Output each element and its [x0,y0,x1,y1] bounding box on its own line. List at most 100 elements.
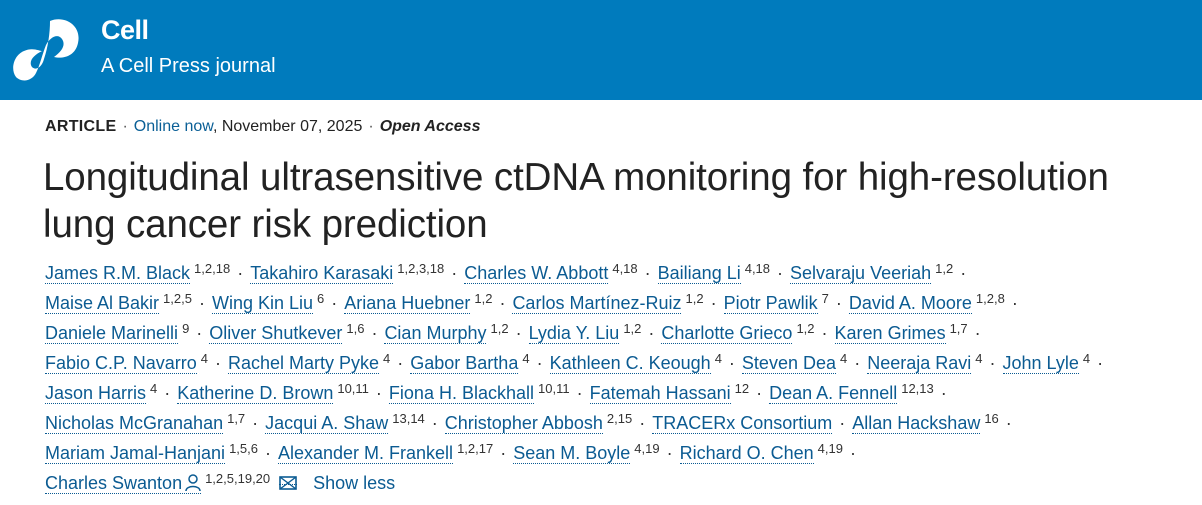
author-link[interactable]: John Lyle [1002,353,1079,374]
author-separator: · [397,353,404,373]
author-link[interactable]: Fiona H. Blackhall [388,383,534,404]
author-separator: · [728,353,735,373]
author-link[interactable]: Katherine D. Brown [177,383,334,404]
affiliation-numbers[interactable]: 4 [522,351,530,366]
author-link[interactable]: Ariana Huebner [344,293,471,314]
author-separator: · [756,383,763,403]
author-link[interactable]: Piotr Pawlik [723,293,818,314]
affiliation-numbers[interactable]: 4 [839,351,848,366]
affiliation-numbers[interactable]: 1,2,3,18 [397,261,445,276]
author-link[interactable]: Rachel Marty Pyke [227,353,380,374]
author-link[interactable]: Selvaraju Veeriah [790,263,932,284]
author-link[interactable]: Dean A. Fennell [769,383,898,404]
author-link[interactable]: Kathleen C. Keough [549,353,711,374]
author-separator: · [196,323,203,343]
author-row: James R.M. Black 1,2,18 · Takahiro Karasaki… [45,259,1110,289]
author-link[interactable]: Gabor Bartha [410,353,519,374]
author-link[interactable]: Nicholas McGranahan [45,413,224,434]
affiliation-numbers[interactable]: 1,2,17 [457,441,494,456]
author-link[interactable]: Cian Murphy [384,323,487,344]
author-link[interactable]: Daniele Marinelli [45,323,179,344]
author-link[interactable]: Neeraja Ravi [867,353,972,374]
affiliation-numbers[interactable]: 4,19 [634,441,660,456]
author-link[interactable]: Richard O. Chen [679,443,814,464]
affiliation-numbers[interactable]: 1,2 [490,321,509,336]
corresponding-author-name: Charles Swanton [45,473,183,493]
author-link[interactable]: Fabio C.P. Navarro [45,353,197,374]
author-separator: · [371,323,378,343]
author-link[interactable]: Alexander M. Frankell [277,443,454,464]
envelope-icon[interactable] [279,470,298,490]
author-link[interactable]: Karen Grimes [834,323,946,344]
author-link[interactable]: Wing Kin Liu [211,293,314,314]
author-link[interactable]: Steven Dea [741,353,836,374]
affiliation-numbers[interactable]: 1,2 [623,321,642,336]
author-link[interactable]: Lydia Y. Liu [528,323,620,344]
affiliation-numbers[interactable]: 1,2 [685,291,704,306]
affiliation-numbers[interactable]: 4,18 [744,261,771,276]
affiliation-numbers[interactable]: 7 [821,291,829,306]
author-separator: · [835,293,842,313]
author-separator: · [974,323,981,343]
author-link[interactable]: Carlos Martínez-Ruiz [512,293,682,314]
author-separator: · [536,353,543,373]
affiliation-numbers[interactable]: 1,7 [227,411,246,426]
affiliation-numbers[interactable]: 1,2 [935,261,954,276]
cell-press-logo-icon[interactable] [12,17,82,83]
author-link[interactable]: Sean M. Boyle [513,443,631,464]
affiliation-numbers[interactable]: 4 [200,351,208,366]
journal-name[interactable]: Cell [101,15,149,45]
author-link[interactable]: James R.M. Black [45,263,191,284]
author-separator: · [989,353,996,373]
affiliation-numbers[interactable]: 1,2,8 [975,291,1005,306]
affiliation-numbers[interactable]: 4 [975,351,983,366]
journal-header: Cell A Cell Press journal [0,0,1202,100]
affiliation-numbers[interactable]: 1,5,6 [229,441,258,456]
author-separator: · [839,413,846,433]
affiliation-numbers[interactable]: 16 [984,411,999,426]
author-link[interactable]: David A. Moore [848,293,972,314]
author-separator: · [198,293,205,313]
affiliation-numbers[interactable]: 4 [150,381,158,396]
author-link[interactable]: Fatemah Hassani [589,383,731,404]
author-link[interactable]: TRACERx Consortium [652,413,833,434]
affiliation-numbers[interactable]: 1,2,5 [163,291,192,306]
affiliation-numbers[interactable]: 12 [734,381,750,396]
affiliation-numbers[interactable]: 12,13 [901,381,934,396]
affiliation-numbers[interactable]: 6 [317,291,325,306]
affiliation-numbers[interactable]: 1,7 [949,321,968,336]
affiliation-numbers[interactable]: 4 [714,351,722,366]
affiliation-numbers[interactable]: 1,2,18 [194,261,231,276]
author-separator: · [252,413,259,433]
author-separator: · [451,263,458,283]
author-link[interactable]: Oliver Shutkever [209,323,343,344]
affiliation-numbers[interactable]: 2,15 [606,411,633,426]
affiliation-numbers[interactable]: 9 [182,321,190,336]
author-link[interactable]: Charles W. Abbott [464,263,609,284]
author-link[interactable]: Christopher Abbosh [444,413,603,434]
online-now-link[interactable]: Online now [133,118,213,135]
affiliation-numbers[interactable]: 1,2 [474,291,493,306]
affiliation-numbers[interactable]: 10,11 [337,381,369,396]
author-link[interactable]: Jacqui A. Shaw [265,413,389,434]
author-link[interactable]: Takahiro Karasaki [250,263,394,284]
affiliation-numbers[interactable]: 1,6 [346,321,365,336]
affiliation-numbers[interactable]: 1,2,5,19,20 [205,471,271,486]
article-meta: ARTICLE · Online now, November 07, 2025 · Op… [45,117,480,137]
publication-date: , November 07, 2025 [212,118,363,135]
affiliation-numbers[interactable]: 4 [383,351,391,366]
affiliation-numbers[interactable]: 10,11 [538,381,570,396]
affiliation-numbers[interactable]: 4 [1082,351,1091,366]
affiliation-numbers[interactable]: 1,2 [796,321,815,336]
author-link[interactable]: Mariam Jamal-Hanjani [45,443,226,464]
affiliation-numbers[interactable]: 4,19 [817,441,843,456]
author-link[interactable]: Charlotte Grieco [661,323,793,344]
author-link[interactable]: Charles Swanton [45,473,202,494]
author-link[interactable]: Maise Al Bakir [45,293,160,314]
author-link[interactable]: Allan Hackshaw [852,413,981,434]
affiliation-numbers[interactable]: 13,14 [392,411,425,426]
show-less-button[interactable]: Show less [313,473,396,493]
author-link[interactable]: Jason Harris [45,383,147,404]
affiliation-numbers[interactable]: 4,18 [612,261,638,276]
author-link[interactable]: Bailiang Li [657,263,741,284]
